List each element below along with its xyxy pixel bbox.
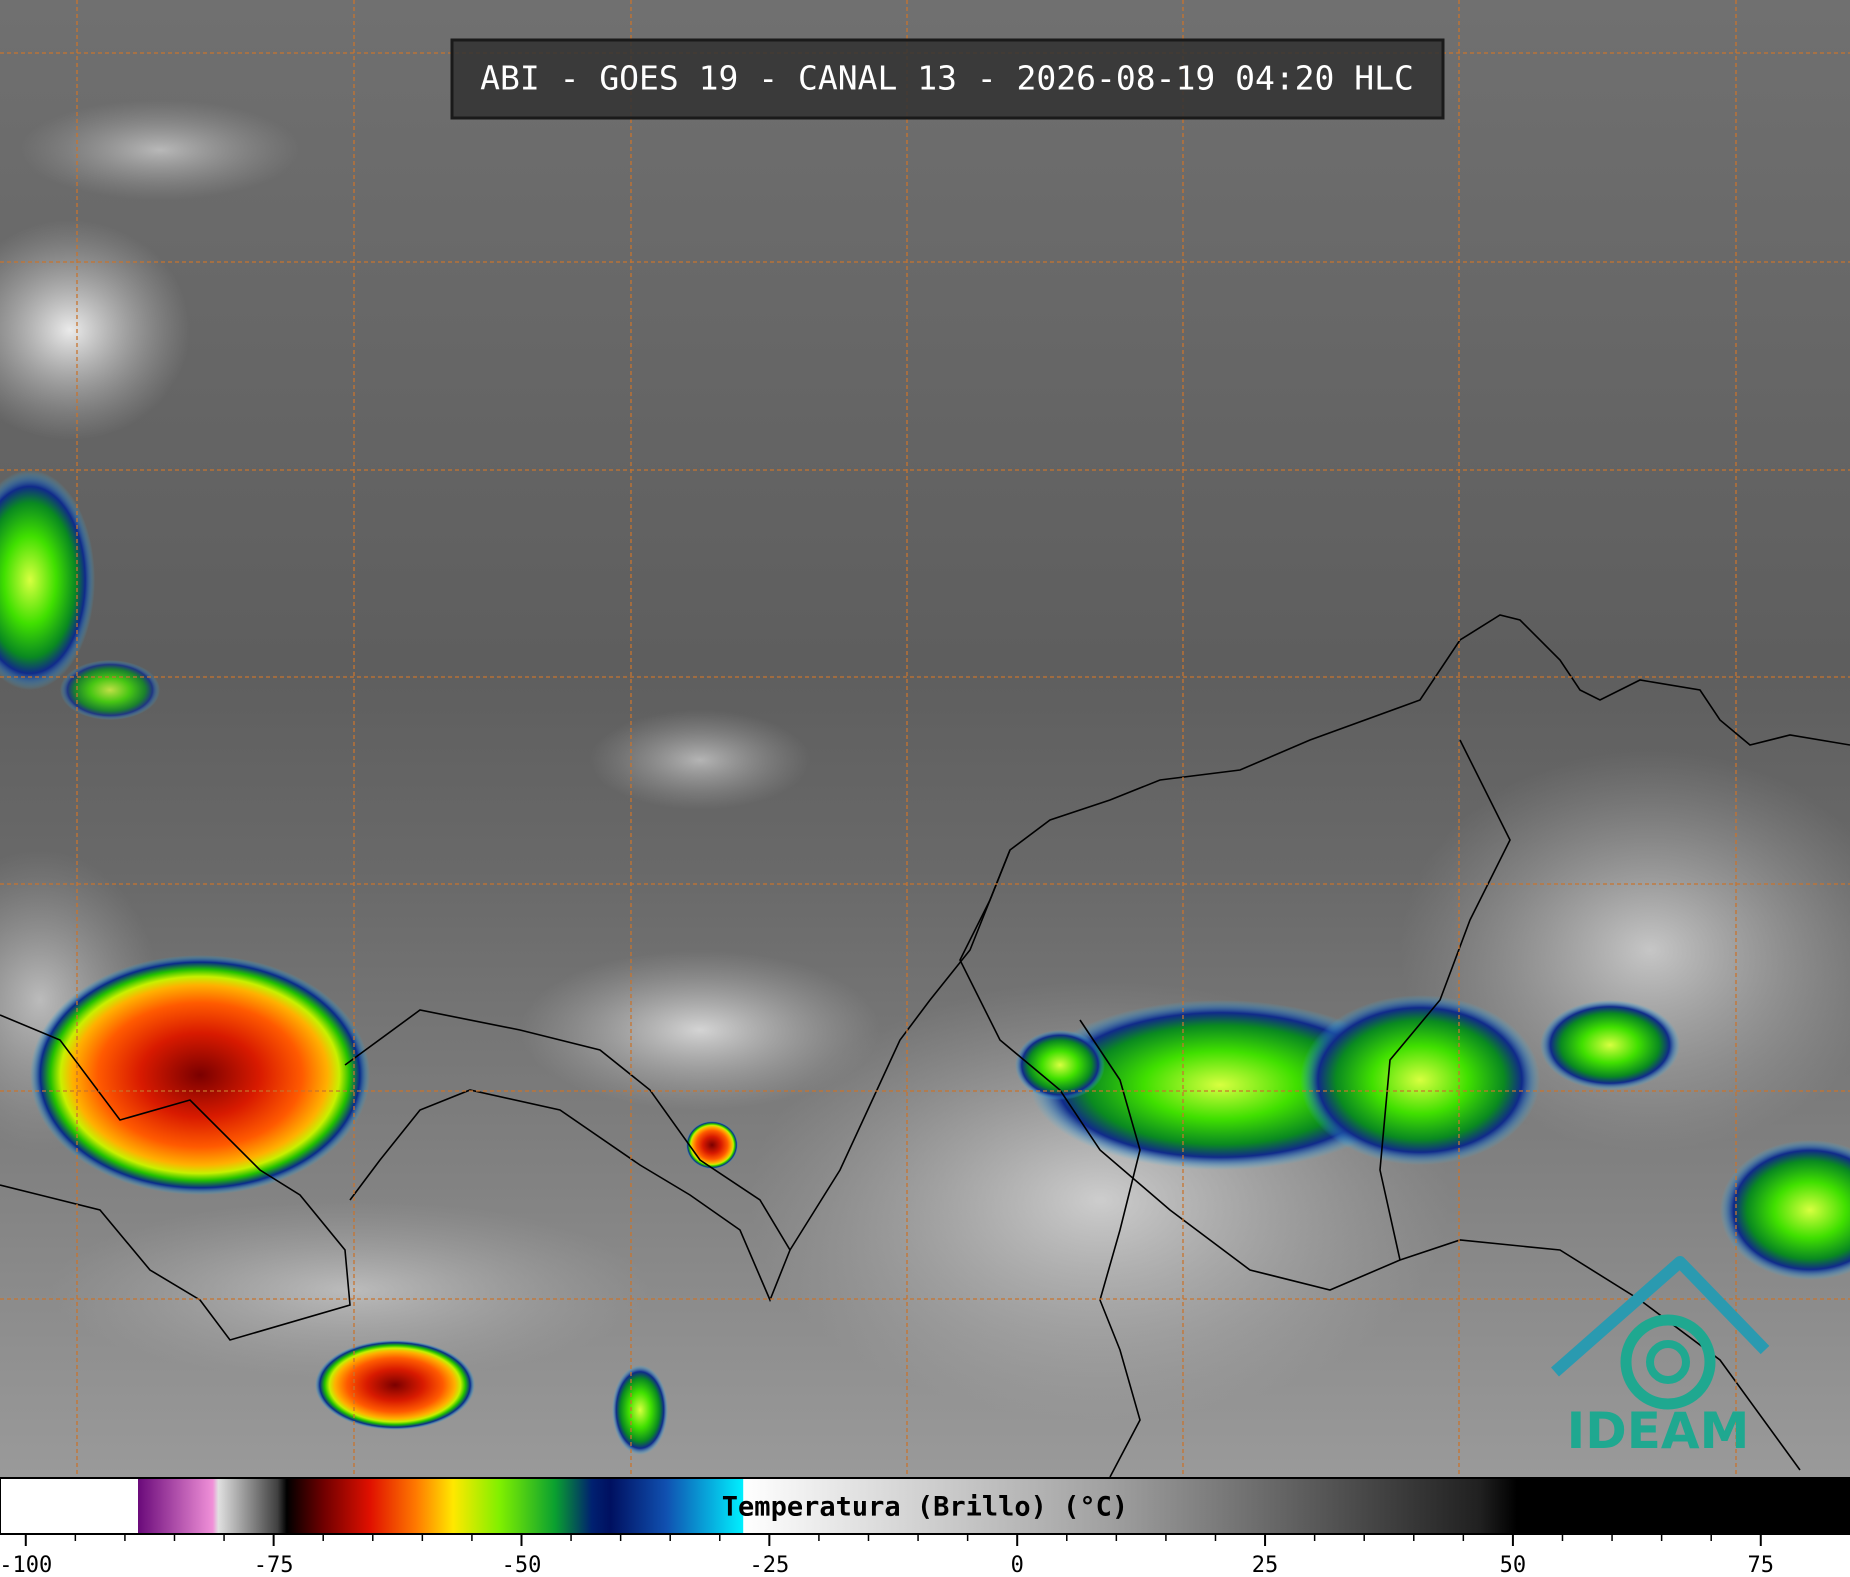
storm-cells (0, 470, 1850, 1455)
logo-text: IDEAM (1567, 1402, 1750, 1460)
logo: IDEAM (1551, 1256, 1770, 1460)
tick-label: -50 (502, 1553, 542, 1577)
coastlines (0, 614, 1850, 1478)
colorbar-label: Temperatura (Brillo) (°C) (722, 1492, 1128, 1523)
colorbar-ticks: -100 -75 -50 -25 0 25 50 75 (0, 1534, 1774, 1577)
title-box (450, 38, 1445, 120)
colorbar-white (1, 1479, 137, 1533)
tick-label: 75 (1748, 1553, 1775, 1577)
colorbar (0, 1477, 1850, 1535)
tick-label: -25 (749, 1553, 789, 1577)
tick-label: 50 (1500, 1553, 1527, 1577)
tick-label: -100 (0, 1553, 52, 1577)
tick-label: 0 (1011, 1553, 1024, 1577)
title: ABI - GOES 19 - CANAL 13 - 2026-08-19 04… (480, 59, 1414, 98)
tick-label: -75 (254, 1553, 294, 1577)
tick-label: 25 (1252, 1553, 1279, 1577)
